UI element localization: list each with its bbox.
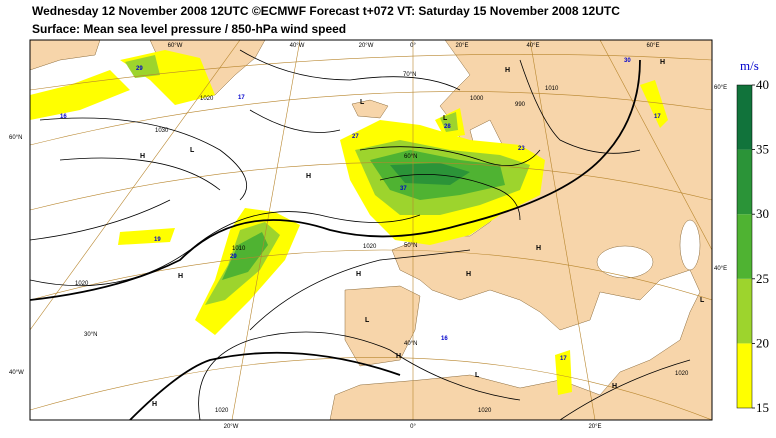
title-line-2: Surface: Mean sea level pressure / 850-h… bbox=[32, 22, 346, 36]
pressure-center: H bbox=[178, 273, 183, 280]
pressure-center: L bbox=[360, 99, 365, 106]
wind-label: 19 bbox=[154, 237, 161, 243]
pressure-center: H bbox=[505, 67, 510, 74]
lon-label: 20°E bbox=[455, 43, 468, 49]
pressure-center: H bbox=[306, 173, 311, 180]
colorbar-segment bbox=[737, 149, 752, 215]
wind-label: 17 bbox=[654, 114, 661, 120]
wind-label: 23 bbox=[518, 146, 525, 152]
lat-label: 40°W bbox=[9, 370, 24, 376]
pressure-center: L bbox=[365, 317, 370, 324]
title-line-1: Wednesday 12 November 2008 12UTC ©ECMWF … bbox=[32, 4, 620, 18]
lon-label: 20°W bbox=[359, 43, 374, 49]
wind-label: 30 bbox=[624, 58, 631, 64]
wind-label: 29 bbox=[230, 254, 237, 260]
isobar-label: 1020 bbox=[200, 96, 214, 102]
isobar-label: 1020 bbox=[363, 244, 377, 250]
pressure-center: H bbox=[140, 153, 145, 160]
pressure-center: H bbox=[466, 271, 471, 278]
wind-label: 16 bbox=[441, 336, 448, 342]
colorbar-segment bbox=[737, 278, 752, 344]
wind-shading bbox=[30, 50, 668, 395]
isobar-label: 1020 bbox=[478, 408, 492, 414]
colorbar-tick-label: 40 bbox=[756, 77, 769, 92]
wind-label: 17 bbox=[238, 95, 245, 101]
wind-label: 37 bbox=[400, 186, 407, 192]
lat-label: 70°N bbox=[403, 72, 416, 78]
lat-label: 40°E bbox=[714, 266, 727, 272]
pressure-center: L bbox=[443, 115, 448, 122]
pressure-center: H bbox=[356, 271, 361, 278]
isobar-label: 1030 bbox=[155, 128, 169, 134]
colorbar-frame bbox=[736, 84, 753, 409]
wind-label: 27 bbox=[352, 134, 359, 140]
colorbar-tick-label: 35 bbox=[756, 142, 769, 157]
lon-label: 60°E bbox=[646, 43, 659, 49]
colorbar-segment bbox=[737, 343, 752, 408]
isobar-label: 1020 bbox=[75, 281, 89, 287]
pressure-center: H bbox=[536, 245, 541, 252]
lon-label: 40°W bbox=[290, 43, 305, 49]
pressure-center: H bbox=[612, 383, 617, 390]
pressure-center: L bbox=[475, 372, 480, 379]
wind-label: 29 bbox=[136, 66, 143, 72]
lat-label: 30°N bbox=[84, 332, 97, 338]
colorbar-tick-label: 20 bbox=[756, 335, 769, 350]
wind-label: 16 bbox=[60, 114, 67, 120]
pressure-center: L bbox=[190, 147, 195, 154]
isobar-label: 1020 bbox=[215, 408, 229, 414]
lat-label: 40°N bbox=[404, 341, 417, 347]
colorbar-segment bbox=[737, 85, 752, 150]
map: H L H H H H L H H L H L H L L H H 1020 1… bbox=[30, 40, 712, 420]
colorbar-unit: m/s bbox=[740, 58, 759, 73]
colorbar-tick-label: 15 bbox=[756, 400, 769, 415]
colorbar: 15 20 25 30 35 40 bbox=[736, 77, 769, 415]
colorbar-segment bbox=[737, 214, 752, 279]
colorbar-tick-label: 30 bbox=[756, 206, 769, 221]
lon-label: 20°W bbox=[224, 424, 239, 430]
isobar-label: 1020 bbox=[675, 371, 689, 377]
isobar-label: 1010 bbox=[232, 246, 246, 252]
isobar-label: 1000 bbox=[470, 96, 484, 102]
pressure-center: H bbox=[396, 353, 401, 360]
lon-label: 0° bbox=[410, 424, 416, 430]
pressure-center: H bbox=[660, 59, 665, 66]
lon-label: 20°E bbox=[588, 424, 601, 430]
isobar-label: 990 bbox=[515, 102, 526, 108]
wind-label: 17 bbox=[560, 356, 567, 362]
lat-label: 60°E bbox=[714, 85, 727, 91]
wind-label: 28 bbox=[444, 124, 451, 130]
lon-label: 60°W bbox=[168, 43, 183, 49]
pressure-center: H bbox=[152, 401, 157, 408]
pressure-center: L bbox=[700, 297, 705, 304]
lat-label: 60°N bbox=[9, 135, 22, 141]
lat-label: 60°N bbox=[404, 154, 417, 160]
lon-label: 0° bbox=[410, 43, 416, 49]
isobar-label: 1010 bbox=[545, 86, 559, 92]
lon-label: 40°E bbox=[526, 43, 539, 49]
map-frame bbox=[29, 39, 713, 421]
colorbar-tick-label: 25 bbox=[756, 271, 769, 286]
lat-label: 50°N bbox=[404, 243, 417, 249]
